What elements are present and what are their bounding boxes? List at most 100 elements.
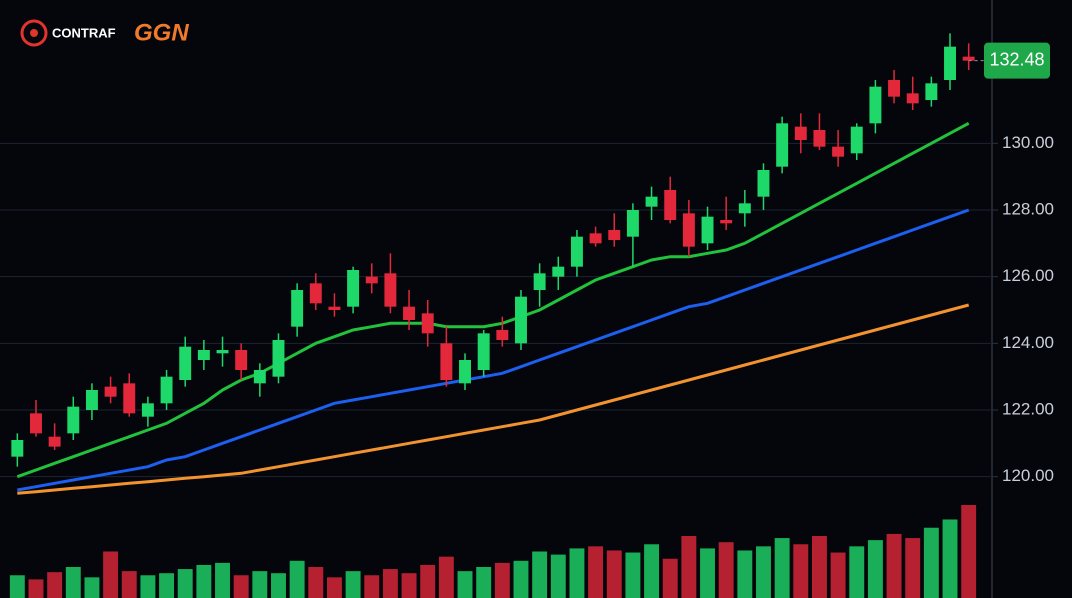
candle-body [384,273,397,307]
volume-bar [84,577,100,598]
y-tick-label: 120.00 [1002,466,1054,485]
volume-bar [308,567,324,598]
volume-bar [364,575,380,598]
y-tick-label: 128.00 [1002,199,1054,218]
volume-bar [737,550,753,598]
volume-bar [420,564,436,598]
logo-text: GGN [134,19,189,46]
candle-body [272,340,285,377]
volume-bar [28,579,44,598]
candle-body [141,403,154,417]
candle-body [459,360,471,384]
candle-body [291,290,304,327]
candle-body [48,436,61,447]
volume-bar [382,569,398,598]
candle-body [757,170,770,197]
volume-bar [681,536,697,598]
candle-body [626,210,639,237]
candle-body [552,266,565,277]
candle-body [11,440,24,457]
candle-body [888,80,901,97]
last-price-label: 132.48 [989,49,1044,69]
candle-body [776,123,789,167]
volume-bar [177,569,193,598]
moving-average-line [16,121,970,479]
volume-bar [625,552,641,598]
volume-bar [252,571,268,598]
candle-body [309,283,322,304]
volume-bar [532,551,548,598]
candle-body [253,370,266,384]
candle-body [216,350,229,354]
volume-bar [196,564,212,598]
volume-bar [121,571,137,598]
volume-bar [662,558,678,598]
candle-body [104,386,117,397]
volume-bar [718,542,734,598]
y-tick-label: 126.00 [1002,266,1054,285]
volume-bar [550,554,566,598]
y-tick-label: 130.00 [1002,133,1054,152]
candle-body [347,270,360,307]
volume-bar [345,571,361,598]
volume-bar [961,505,977,598]
volume-bar [886,533,902,598]
volume-bar [905,538,921,598]
candle-body [570,236,583,267]
candle-body [738,203,751,214]
moving-average-line [17,208,970,492]
candle-body [515,296,527,344]
candle-body [682,213,695,247]
candle-body [160,376,173,404]
volume-bar [774,538,790,598]
candle-body [85,390,98,410]
volume-bar [215,562,230,598]
candle-body [869,86,882,124]
candle-body [589,233,602,244]
candle-body [235,350,248,370]
candle-body [179,346,192,380]
last-price-box [984,42,1050,79]
volume-bar [326,577,342,598]
candle-body [608,230,621,240]
y-tick-label: 122.00 [1002,399,1054,418]
volume-bar [942,519,958,598]
volume-bar [756,546,771,598]
volume-bar [849,546,865,598]
candle-body [30,413,42,434]
candle-body [664,190,677,220]
volume-bar [606,550,622,598]
volume-bar [569,548,585,598]
candle-body [533,273,546,290]
volume-bar [159,573,175,598]
logo-icon [20,19,48,47]
candle-body [850,126,863,154]
volume-bar [438,556,454,598]
volume-bar [9,575,25,598]
candle-body [925,83,938,100]
candle-body [197,350,210,360]
logo-group: CONTRAF GGN [20,19,189,47]
candle-body [794,126,807,140]
volume-bar [401,573,417,598]
candle-body [365,276,378,284]
candle-body [496,330,509,340]
volume-bar [793,544,809,598]
logo-icon-dot [30,29,38,37]
y-tick-label: 124.00 [1002,333,1054,352]
volume-bar [923,527,939,598]
candle-body [906,93,919,104]
volume-bar [588,546,604,598]
volume-bar [47,572,63,598]
volume-bar [513,560,529,598]
candle-body [67,406,80,434]
volume-bar [289,560,305,598]
candle-body [832,146,845,157]
candle-body [123,383,136,414]
volume-bar [700,548,715,598]
volume-bar [644,544,660,598]
candle-body [944,46,956,80]
